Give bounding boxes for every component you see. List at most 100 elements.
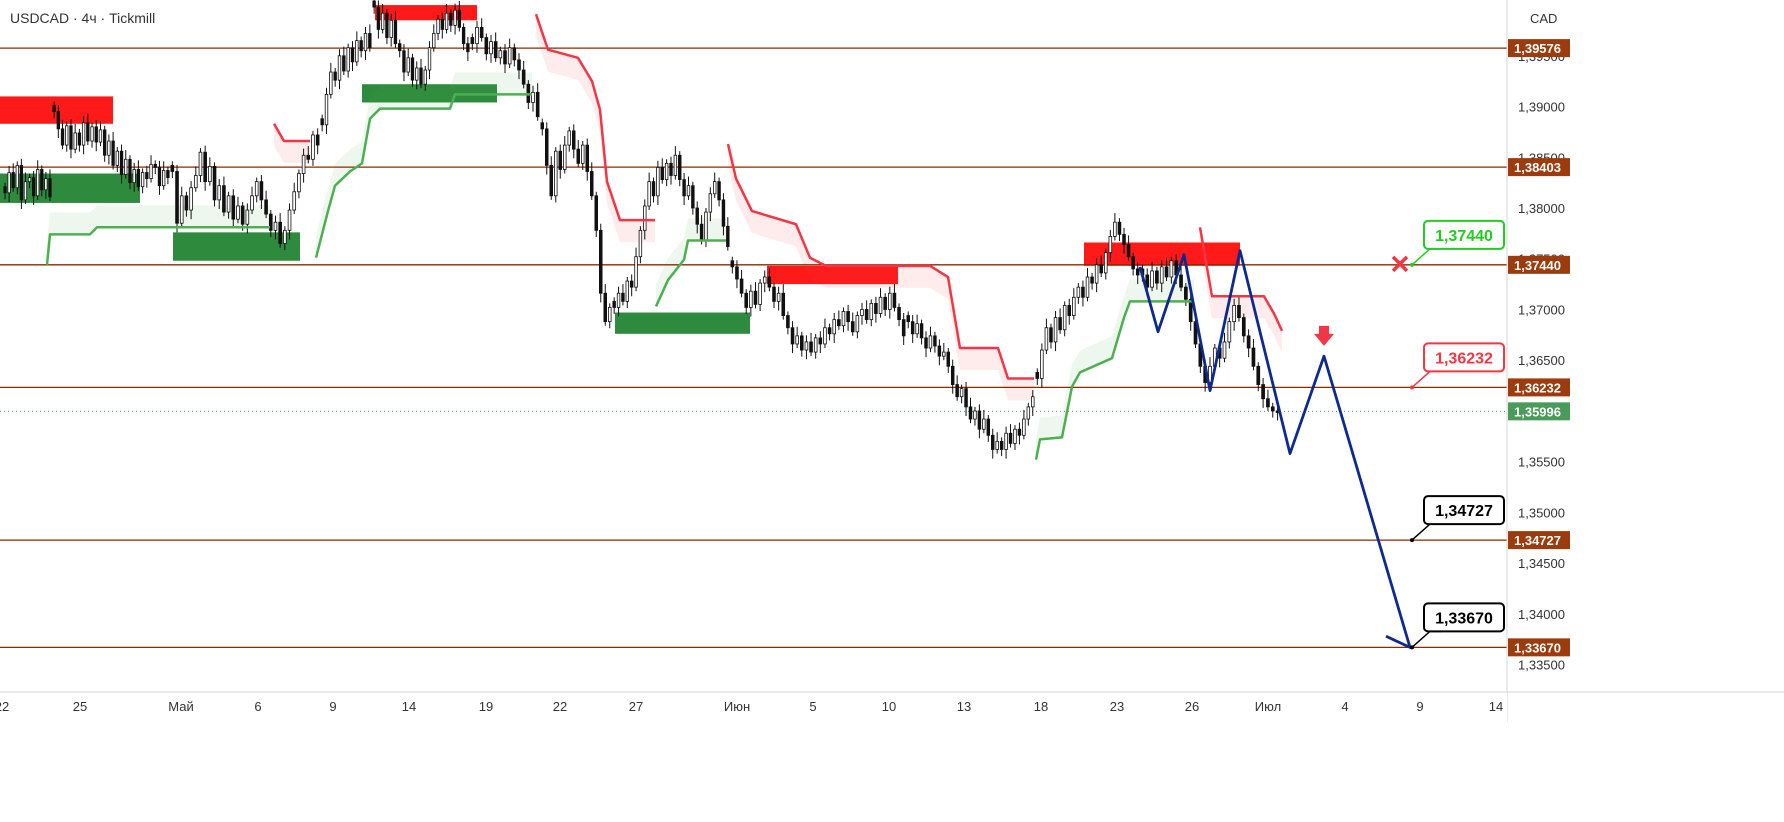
candle-body-78 [346,47,350,72]
candle-body-236 [1053,317,1058,343]
candle-body-107 [470,37,475,45]
y-tick-label-3: 1,35000 [1518,505,1565,520]
candle-body-72 [320,118,324,126]
candle-body-117 [517,59,521,71]
candle-body-63 [278,221,282,244]
level-badge-label-4: 1,34727 [1514,533,1561,548]
candle-body-174 [772,286,776,302]
level-badge-0 [1508,39,1570,58]
candle-body-79 [350,47,355,63]
callout-box-3 [1423,602,1505,633]
candle-body-200 [892,292,897,308]
candle-body-76 [337,55,342,81]
candle-body-166 [735,266,739,280]
candle-body-29 [124,158,128,175]
candle-body-55 [240,205,245,225]
y-tick-label-4: 1,35500 [1518,455,1565,470]
candle-body-227 [1013,428,1017,444]
candle-body-36 [153,163,157,168]
candle-body-237 [1058,317,1062,331]
candle-body-234 [1044,327,1049,351]
forecast-path [1138,249,1412,649]
candle-body-225 [1004,432,1008,450]
candles-layer [3,0,1280,459]
candle-body-214 [955,384,959,398]
candle-body-50 [217,185,222,201]
candle-body-193 [860,309,864,316]
candle-body-81 [359,40,363,52]
time-axis-panel[interactable] [0,692,1507,722]
candle-body-250 [1117,221,1122,235]
candle-body-202 [901,319,906,337]
candle-body-52 [226,195,231,213]
candle-body-133 [590,171,594,197]
level-badge-label-1: 1,38403 [1514,160,1561,175]
candle-body-66 [292,191,297,211]
y-tick-label-6: 1,36500 [1518,353,1565,368]
candle-body-32 [136,169,141,188]
candle-body-127 [563,144,567,170]
candle-body-192 [855,315,860,333]
candle-body-229 [1022,418,1026,436]
x-tick-label-17: 4 [1341,699,1348,714]
candle-body-109 [479,26,484,38]
candle-body-279 [1256,365,1261,385]
supertrend-line-7 [1198,227,1284,332]
candle-body-180 [800,335,804,351]
candle-body-1 [7,172,11,194]
candle-body-196 [874,302,878,314]
candle-body-217 [968,406,973,420]
candle-body-173 [767,276,772,288]
candle-body-244 [1090,276,1094,284]
candle-body-39 [166,170,170,178]
x-tick-label-16: Июл [1255,699,1281,714]
candle-body-222 [991,434,995,450]
candle-body-241 [1076,286,1081,298]
candle-body-57 [250,195,254,211]
candle-body-232 [1035,371,1040,379]
candle-body-88 [389,19,393,38]
candle-body-181 [804,341,809,351]
candle-body-111 [489,41,493,55]
time-axis-ticks: 22 25 Май 6 9 14 19 22 27 Июн 5 10 13 18 23 26 Июл 4 9 14 [0,699,1503,714]
candle-body-23 [98,129,103,143]
candle-body-42 [179,195,184,224]
candle-body-189 [841,311,846,327]
levels-layer [0,47,1507,649]
candle-body-59 [259,181,264,201]
candle-body-160 [708,193,713,213]
candle-body-96 [423,69,427,85]
candle-body-28 [119,150,124,175]
y-tick-label-9: 1,38000 [1518,201,1565,216]
bottom-blank [0,722,1784,822]
candle-body-130 [576,148,581,164]
candle-body-114 [503,50,507,65]
current-price-badge [1508,402,1570,421]
callout-box-0 [1423,219,1505,250]
candle-body-161 [712,181,717,195]
candle-body-218 [973,410,977,420]
candle-body-13 [56,111,60,130]
candle-body-177 [786,315,790,329]
candle-body-116 [512,47,517,61]
candle-body-228 [1017,428,1022,436]
candle-body-103 [453,9,457,26]
x-tick-label-19: 14 [1489,699,1503,714]
candle-body-210 [937,345,942,357]
candle-body-197 [878,296,883,314]
candle-body-102 [449,12,453,26]
price-badges: 1,39576 1,38403 1,37440 1,36232 1,34727 1,336… [1508,39,1570,657]
x-tick-label-12: 13 [957,699,971,714]
candle-body-16 [69,125,73,150]
candle-body-110 [484,37,489,55]
callout-label-3: 1,33670 [1435,610,1493,627]
candle-body-144 [638,229,643,258]
candle-body-69 [306,154,311,160]
callout-label-1: 1,36232 [1435,350,1493,367]
candle-body-53 [231,195,236,220]
candle-body-253 [1131,256,1135,270]
candle-body-134 [594,195,599,231]
supply-zone-3 [375,5,477,21]
candle-body-19 [81,122,86,146]
candle-body-260 [1164,266,1169,278]
